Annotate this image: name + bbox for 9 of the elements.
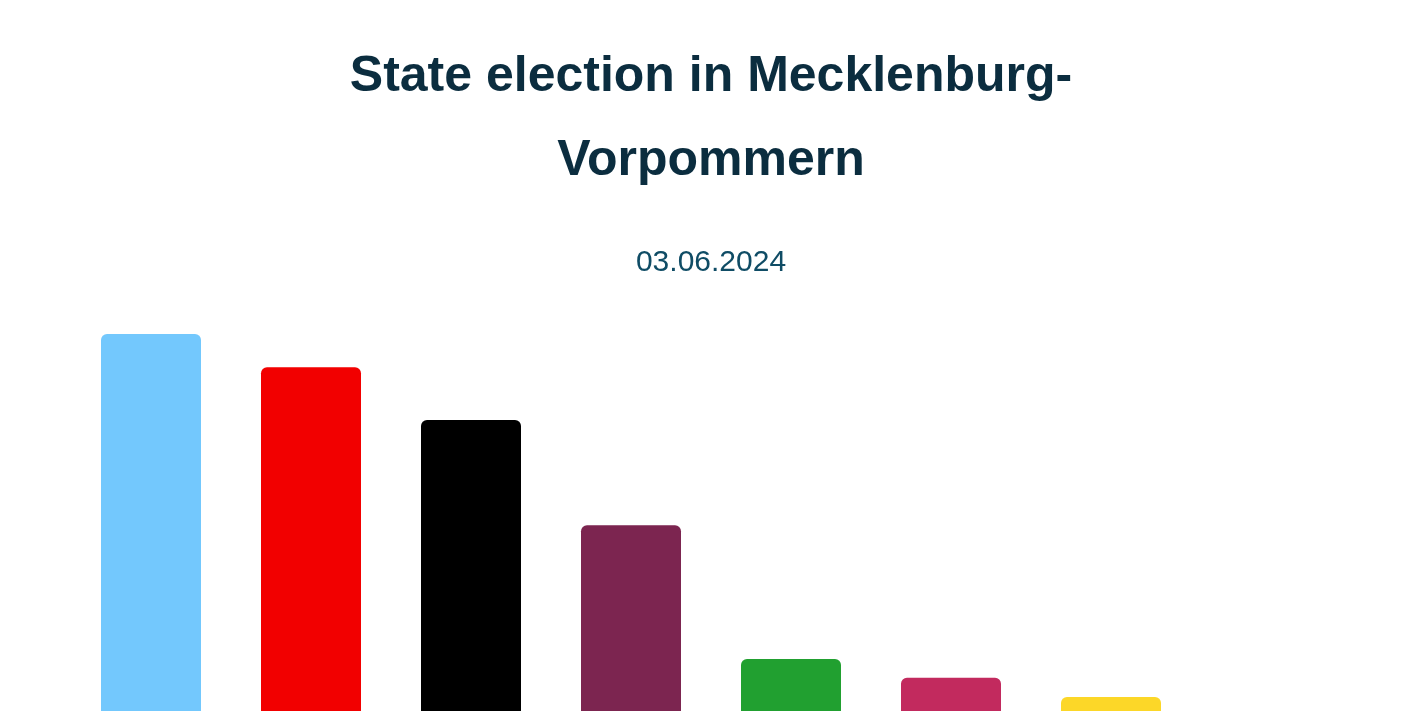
- bar: [101, 334, 201, 711]
- bar: [421, 419, 521, 711]
- bar: [1061, 697, 1161, 711]
- bar: [741, 658, 841, 711]
- bar: [261, 367, 361, 711]
- bar: [581, 525, 681, 711]
- bar: [901, 677, 1001, 711]
- chart-title: State election in Mecklenburg- Vorpommern: [348, 45, 1074, 188]
- chart-subtitle: 03.06.2024: [634, 244, 788, 278]
